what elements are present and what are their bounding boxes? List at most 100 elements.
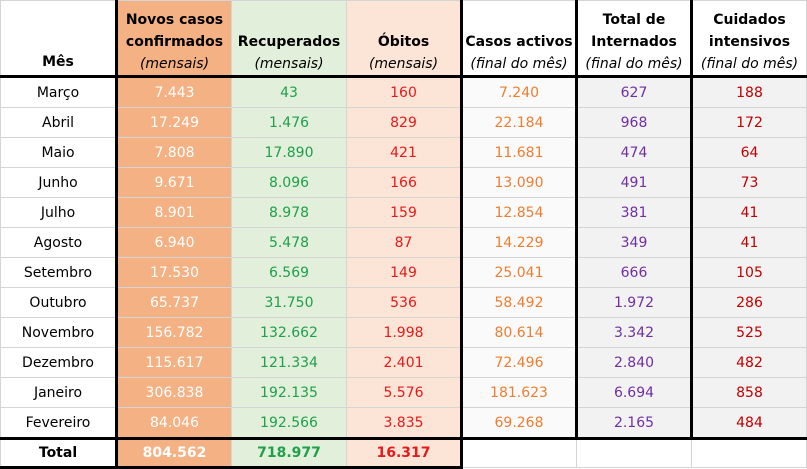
cell-recuperados: 121.334 (231, 347, 347, 378)
cell-recuperados: 1.476 (231, 107, 347, 138)
cell-cuidados-intensivos: 858 (691, 377, 807, 408)
cell-month: Junho (0, 167, 117, 198)
header-title: Recuperados (237, 34, 341, 50)
empty-cell (461, 438, 577, 468)
cell-casos-activos: 58.492 (461, 287, 578, 318)
total-recuperados: 718.977 (231, 438, 347, 469)
cell-internados: 381 (576, 197, 693, 228)
header-title: Óbitos (377, 34, 430, 50)
header-subtitle: (final do mês) (585, 56, 683, 72)
cell-novos: 8.901 (115, 197, 232, 228)
cell-recuperados: 8.096 (231, 167, 347, 198)
header-title: Casos activos (465, 34, 573, 50)
header-novos: Novos casos confirmados (mensais) (115, 0, 232, 77)
cell-month: Agosto (0, 227, 117, 258)
cell-novos: 115.617 (115, 347, 232, 378)
empty-cell (691, 438, 807, 468)
cell-internados: 2.165 (576, 407, 693, 440)
cell-internados: 2.840 (576, 347, 693, 378)
header-subtitle: (final do mês) (470, 56, 568, 72)
cell-obitos: 421 (346, 137, 463, 168)
cell-cuidados-intensivos: 41 (691, 227, 807, 258)
cell-novos: 84.046 (115, 407, 232, 440)
cell-casos-activos: 11.681 (461, 137, 578, 168)
cell-novos: 306.838 (115, 377, 232, 408)
total-label: Total (0, 438, 117, 469)
cell-novos: 65.737 (115, 287, 232, 318)
header-subtitle: (mensais) (254, 56, 324, 72)
header-cuidados-intensivos: Cuidados intensivos (final do mês) (691, 0, 807, 77)
cell-internados: 968 (576, 107, 693, 138)
header-title: Total de Internados (591, 12, 677, 50)
cell-recuperados: 43 (231, 76, 347, 108)
cell-obitos: 5.576 (346, 377, 463, 408)
header-title: Mês (42, 54, 74, 70)
cell-recuperados: 192.135 (231, 377, 347, 408)
cell-month: Janeiro (0, 377, 117, 408)
cell-recuperados: 6.569 (231, 257, 347, 288)
cell-novos: 17.249 (115, 107, 232, 138)
table-row: Maio 7.808 17.890 421 11.681 474 64 (0, 137, 807, 168)
table-row: Agosto 6.940 5.478 87 14.229 349 41 (0, 227, 807, 258)
header-month: Mês (0, 0, 117, 77)
cell-recuperados: 5.478 (231, 227, 347, 258)
cell-month: Julho (0, 197, 117, 228)
cell-cuidados-intensivos: 482 (691, 347, 807, 378)
table-row: Outubro 65.737 31.750 536 58.492 1.972 286 (0, 287, 807, 318)
cell-novos: 156.782 (115, 317, 232, 348)
cell-novos: 7.443 (115, 76, 232, 108)
header-row: Mês Novos casos confirmados (mensais) Recup… (0, 0, 807, 77)
cell-recuperados: 192.566 (231, 407, 347, 440)
cell-cuidados-intensivos: 73 (691, 167, 807, 198)
cell-obitos: 159 (346, 197, 463, 228)
cell-obitos: 87 (346, 227, 463, 258)
cell-cuidados-intensivos: 525 (691, 317, 807, 348)
cell-month: Novembro (0, 317, 117, 348)
cell-casos-activos: 80.614 (461, 317, 578, 348)
table-row: Janeiro 306.838 192.135 5.576 181.623 6.694 85… (0, 377, 807, 408)
total-novos: 804.562 (115, 438, 232, 469)
cell-internados: 6.694 (576, 377, 693, 408)
table-row: Julho 8.901 8.978 159 12.854 381 41 (0, 197, 807, 228)
cell-obitos: 3.835 (346, 407, 463, 440)
cell-month: Outubro (0, 287, 117, 318)
cell-internados: 3.342 (576, 317, 693, 348)
table-row: Abril 17.249 1.476 829 22.184 968 172 (0, 107, 807, 138)
cell-month: Abril (0, 107, 117, 138)
cell-recuperados: 17.890 (231, 137, 347, 168)
cell-cuidados-intensivos: 64 (691, 137, 807, 168)
header-title: Cuidados intensivos (708, 12, 791, 50)
cell-obitos: 160 (346, 76, 463, 108)
cell-obitos: 166 (346, 167, 463, 198)
header-casos-activos: Casos activos (final do mês) (461, 0, 578, 77)
header-obitos: Óbitos (mensais) (346, 0, 463, 77)
cell-recuperados: 8.978 (231, 197, 347, 228)
cell-novos: 9.671 (115, 167, 232, 198)
cell-obitos: 829 (346, 107, 463, 138)
cell-cuidados-intensivos: 286 (691, 287, 807, 318)
cell-novos: 7.808 (115, 137, 232, 168)
cell-casos-activos: 181.623 (461, 377, 578, 408)
cell-internados: 627 (576, 76, 693, 108)
table-row: Junho 9.671 8.096 166 13.090 491 73 (0, 167, 807, 198)
table-row: Dezembro 115.617 121.334 2.401 72.496 2.840 48… (0, 347, 807, 378)
cell-casos-activos: 7.240 (461, 76, 578, 108)
cell-cuidados-intensivos: 105 (691, 257, 807, 288)
header-recuperados: Recuperados (mensais) (231, 0, 347, 77)
cell-month: Fevereiro (0, 407, 117, 440)
cell-casos-activos: 25.041 (461, 257, 578, 288)
header-subtitle: (mensais) (139, 56, 210, 72)
cell-cuidados-intensivos: 172 (691, 107, 807, 138)
cell-recuperados: 132.662 (231, 317, 347, 348)
cell-casos-activos: 72.496 (461, 347, 578, 378)
header-title: Novos casos confirmados (125, 12, 224, 50)
cell-cuidados-intensivos: 41 (691, 197, 807, 228)
cell-month: Dezembro (0, 347, 117, 378)
cell-recuperados: 31.750 (231, 287, 347, 318)
header-subtitle: (mensais) (368, 56, 439, 72)
table-row: Novembro 156.782 132.662 1.998 80.614 3.342 52… (0, 317, 807, 348)
cell-month: Maio (0, 137, 117, 168)
cell-casos-activos: 69.268 (461, 407, 578, 440)
cell-novos: 6.940 (115, 227, 232, 258)
